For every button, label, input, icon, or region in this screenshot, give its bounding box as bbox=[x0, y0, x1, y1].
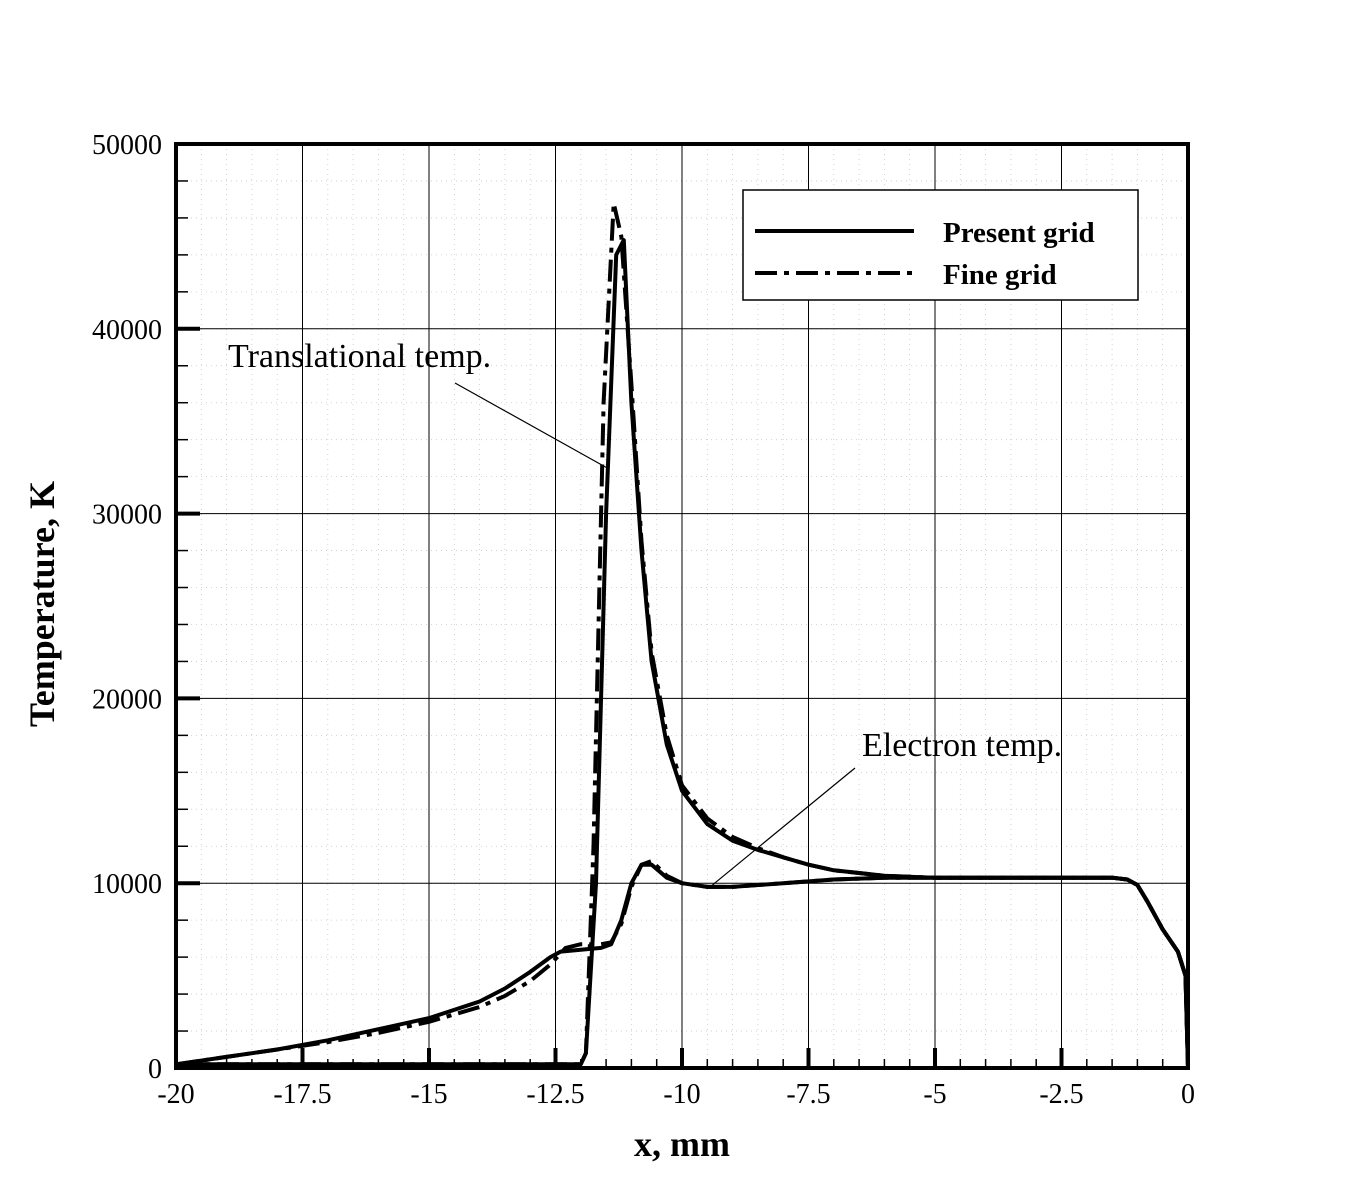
legend: Present grid Fine grid bbox=[742, 189, 1139, 301]
x-tick-label: -5 bbox=[923, 1079, 946, 1110]
legend-box bbox=[742, 189, 1139, 301]
y-tick-label: 20000 bbox=[92, 684, 162, 715]
x-tick-label: -10 bbox=[663, 1079, 700, 1110]
legend-label-fine-grid: Fine grid bbox=[943, 259, 1057, 291]
x-axis-title: x, mm bbox=[634, 1124, 730, 1164]
x-tick-label: -17.5 bbox=[273, 1079, 331, 1110]
x-tick-label: 0 bbox=[1181, 1079, 1195, 1110]
annotation-electron-temp: Electron temp. bbox=[862, 727, 1062, 764]
labels-layer: -20 -17.5 -15 -12.5 -10 -7.5 -5 -2.5 0 0 10000 2000… bbox=[92, 130, 1195, 1110]
x-tick-label: -12.5 bbox=[526, 1079, 584, 1110]
series-fine-grid-electron-temp bbox=[175, 859, 1190, 1069]
x-tick-label: -2.5 bbox=[1039, 1079, 1083, 1110]
x-tick-label: -20 bbox=[157, 1079, 194, 1110]
x-tick-label: -7.5 bbox=[786, 1079, 830, 1110]
y-tick-label: 0 bbox=[148, 1054, 162, 1085]
y-tick-label: 30000 bbox=[92, 500, 162, 531]
annotation-translational-temp: Translational temp. bbox=[228, 338, 491, 375]
annotation-leader-electron bbox=[711, 767, 856, 886]
y-tick-label: 10000 bbox=[92, 869, 162, 900]
y-tick-label: 50000 bbox=[92, 130, 162, 161]
annotation-leader-translational bbox=[454, 382, 607, 468]
y-axis-title: Temperature, K bbox=[22, 481, 62, 727]
x-tick-label: -15 bbox=[410, 1079, 447, 1110]
legend-label-present-grid: Present grid bbox=[943, 217, 1095, 249]
y-tick-label: 40000 bbox=[92, 315, 162, 346]
plot-frame bbox=[174, 142, 1190, 1070]
annotations: Translational temp. Electron temp. bbox=[228, 338, 1062, 886]
